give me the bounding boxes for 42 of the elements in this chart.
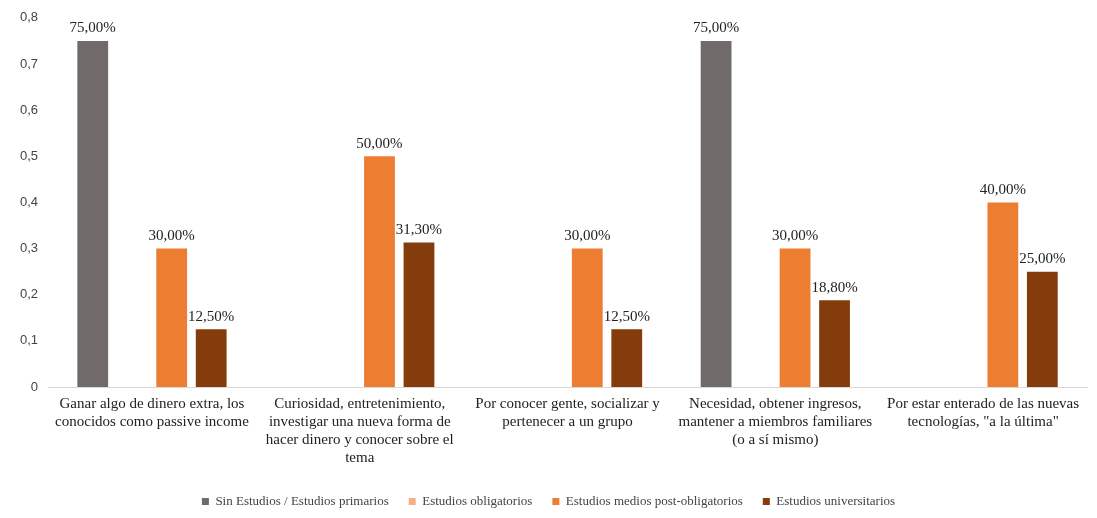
legend-label: Estudios obligatorios — [422, 492, 533, 508]
bar — [987, 202, 1019, 387]
data-label: 30,00% — [771, 226, 819, 243]
x-tick-label: Por estar enterado de las nuevas tecnologías, "a la última" — [887, 394, 1080, 429]
bar — [819, 300, 850, 387]
x-tick-label: Por conocer gente, socializar y pertenecer a un grupo — [475, 394, 661, 429]
x-tick-label: Necesidad, obtener ingresos, mantener a miembros familiares (o a sí mismo) — [678, 394, 873, 448]
data-label: 50,00% — [356, 134, 403, 151]
bar — [77, 40, 109, 387]
y-tick-label: 0,8 — [19, 9, 39, 25]
data-label: 31,30% — [395, 220, 443, 237]
data-label: 12,50% — [188, 307, 235, 324]
bar — [571, 248, 603, 387]
data-label: 40,00% — [979, 180, 1026, 197]
data-label: 75,00% — [69, 19, 116, 36]
bar — [611, 329, 643, 387]
bar — [156, 248, 188, 387]
bar — [195, 329, 227, 387]
y-tick-label: 0,1 — [19, 332, 39, 348]
data-label: 25,00% — [1019, 250, 1066, 267]
x-tick-label: Ganar algo de dinero extra, los conocidos como passive income — [55, 394, 250, 429]
y-tick-label: 0 — [30, 378, 39, 394]
data-label: 30,00% — [148, 226, 195, 243]
legend-label: Estudios medios post-obligatorios — [565, 492, 743, 508]
y-tick-label: 0,3 — [19, 240, 39, 256]
data-label: 30,00% — [564, 226, 611, 243]
y-tick-label: 0,2 — [19, 286, 39, 302]
bar — [779, 248, 811, 387]
legend-label: Sin Estudios / Estudios primarios — [215, 492, 389, 508]
bar — [700, 40, 732, 387]
bar — [403, 242, 435, 387]
bar — [1026, 271, 1058, 387]
data-label: 75,00% — [692, 19, 740, 36]
bar — [364, 156, 395, 387]
data-label: 12,50% — [603, 307, 650, 324]
y-tick-label: 0,7 — [19, 55, 39, 71]
y-tick-label: 0,6 — [19, 101, 39, 117]
legend-label: Estudios universitarios — [776, 492, 896, 508]
y-tick-label: 0,5 — [19, 147, 39, 163]
y-tick-label: 0,4 — [19, 193, 39, 209]
x-tick-label: Curiosidad, entretenimiento, investigar una nueva forma de hacer dinero y conocer sobre el tema — [265, 394, 454, 465]
data-label: 18,80% — [811, 278, 858, 295]
